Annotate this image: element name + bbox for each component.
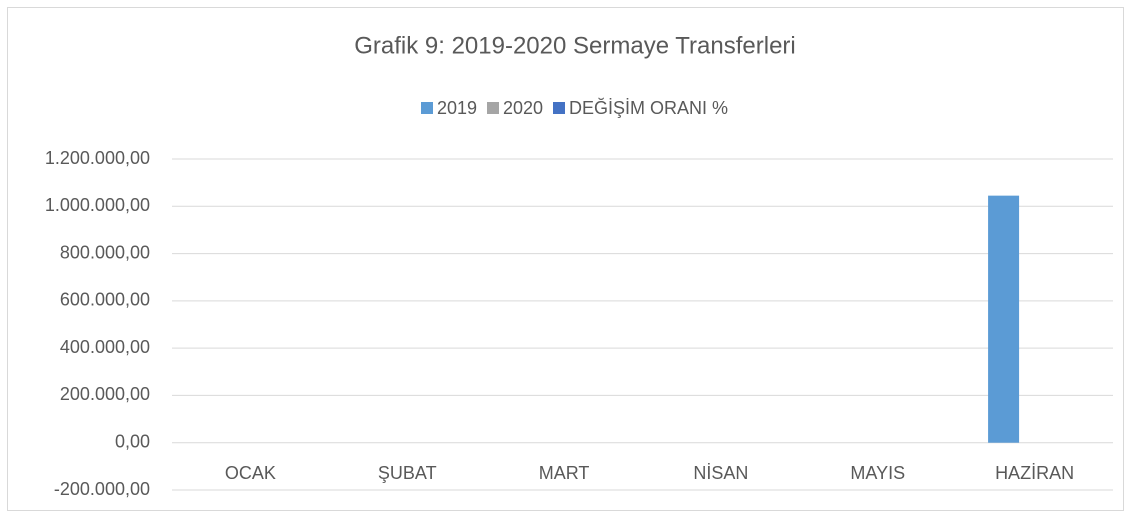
legend-swatch	[487, 102, 499, 114]
legend-swatch	[421, 102, 433, 114]
y-tick-label: 800.000,00	[60, 242, 150, 262]
x-tick-label: OCAK	[225, 463, 276, 483]
legend-label: 2020	[503, 98, 543, 118]
y-tick-label: 0,00	[115, 431, 150, 451]
chart-title: Grafik 9: 2019-2020 Sermaye Transferleri	[354, 32, 796, 59]
legend-swatch	[553, 102, 565, 114]
y-tick-label: 200.000,00	[60, 384, 150, 404]
y-tick-label: 600.000,00	[60, 290, 150, 310]
x-tick-label: HAZİRAN	[995, 463, 1074, 483]
legend-label: 2019	[437, 98, 477, 118]
y-tick-label: -200.000,00	[54, 479, 150, 499]
y-tick-label: 1.000.000,00	[45, 195, 150, 215]
x-tick-label: MART	[539, 463, 590, 483]
y-tick-label: 1.200.000,00	[45, 148, 150, 168]
legend-label: DEĞİŞİM ORANI %	[569, 97, 728, 118]
x-tick-label: NİSAN	[693, 463, 748, 483]
chart-border	[7, 7, 1124, 511]
x-tick-label: MAYIS	[850, 463, 905, 483]
bar	[988, 195, 1020, 443]
y-tick-label: 400.000,00	[60, 337, 150, 357]
x-tick-label: ŞUBAT	[378, 463, 437, 483]
